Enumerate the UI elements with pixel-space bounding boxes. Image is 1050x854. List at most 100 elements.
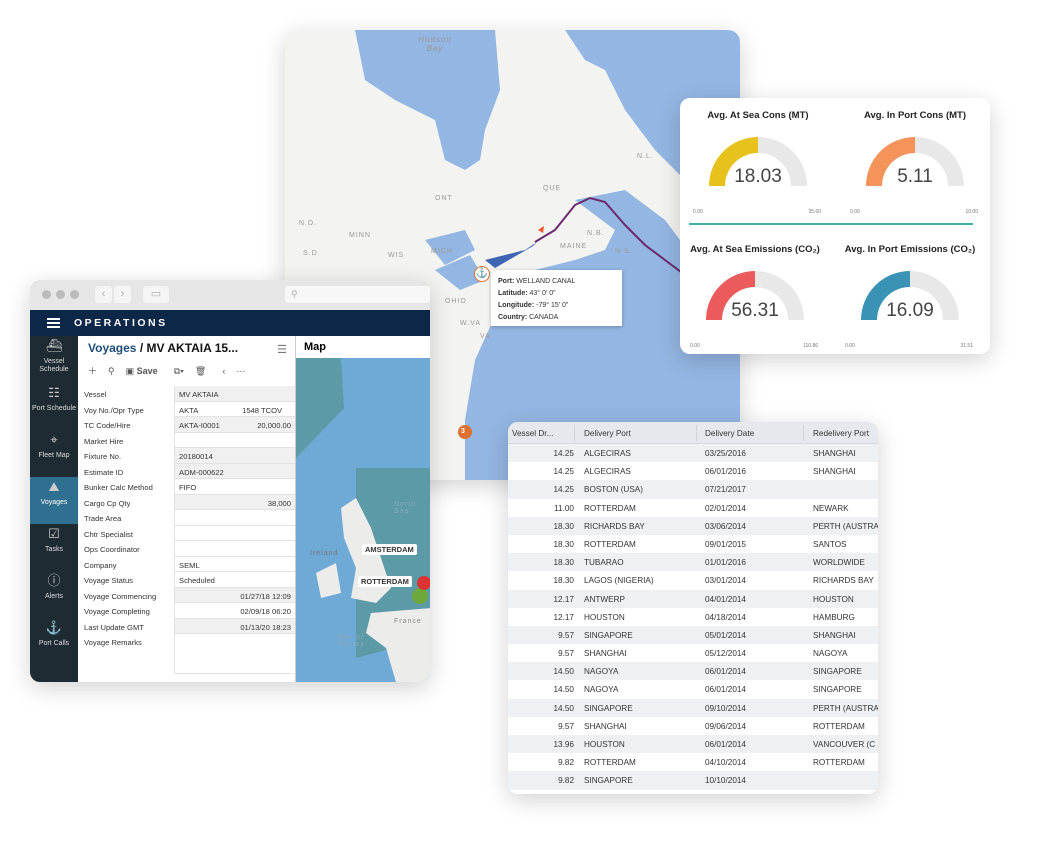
table-row[interactable]: 9.82 ROTTERDAM 04/10/2014 ROTTERDAM [508,753,878,771]
back-icon[interactable]: ‹ [95,286,112,303]
table-row[interactable]: 9.57 SHANGHAI 05/12/2014 NAGOYA [508,644,878,662]
field-input[interactable]: 38,000 [174,494,295,510]
grid-header-row: Vessel Dr... Delivery Port Delivery Date… [508,422,878,444]
cell-redelivery-port: SANTOS [813,539,847,549]
field-input[interactable] [174,525,295,541]
map-label-maine: MAINE [560,243,588,250]
cell-vessel-draft: 14.50 [553,703,575,713]
gauge: Avg. In Port Cons (MT) 5.11 0.00 10.00 [840,110,990,215]
cell-redelivery-port: SHANGHAI [813,630,856,640]
field-input[interactable]: MV AKTAIA [174,386,295,402]
cell-vessel-draft: 12.17 [553,594,575,604]
sidebar-item-vessel-schedule[interactable]: ⛴ Vessel Schedule [30,336,78,383]
field-input[interactable]: 02/09/18 06:20 [174,603,295,619]
column-header-vessel-draft[interactable]: Vessel Dr... [512,429,554,438]
longitude-label: Longitude: [498,302,535,309]
forward-icon[interactable]: › [114,286,131,303]
field-input[interactable]: AKTA 1548 TCOV [174,401,295,417]
cell-vessel-draft: 14.50 [553,667,575,677]
column-header-delivery-date[interactable]: Delivery Date [705,429,755,438]
form-field-row: Fixture No. 20180014 [78,448,295,464]
table-row[interactable]: 14.25 ALGECIRAS 03/25/2016 SHANGHAI [508,444,878,463]
add-icon[interactable]: ＋ [88,366,98,376]
table-row[interactable]: 14.50 SINGAPORE 09/10/2014 PERTH (AUSTRA [508,698,878,717]
table-row[interactable]: 14.50 NAGOYA 06/01/2014 SINGAPORE [508,662,878,681]
sidebar-item-voyages[interactable]: ⛰ Voyages [30,477,78,524]
table-row[interactable]: 12.17 HOUSTON 04/18/2014 HAMBURG [508,608,878,626]
sidebar-item-tasks[interactable]: ☑ Tasks [30,524,78,571]
field-input[interactable] [174,541,295,557]
table-row[interactable]: 13.96 HOUSTON 06/01/2014 VANCOUVER (C [508,735,878,754]
cluster-count[interactable]: 3 [461,428,465,435]
copy-dropdown-icon[interactable]: ⧉▾ [173,366,184,376]
table-row[interactable]: 14.50 NAGOYA 06/01/2014 SINGAPORE [508,680,878,698]
alert-icon: ⓘ [47,573,61,588]
sidebar-item-alerts[interactable]: ⓘ Alerts [30,571,78,618]
field-value-3: TCOV [261,405,283,415]
anchor-port-marker[interactable]: ⚓ [474,266,490,282]
field-input[interactable]: FIFO [174,479,295,495]
sidebar-toggle-icon[interactable]: ▭ [143,286,169,303]
column-header-redelivery-port[interactable]: Redelivery Port [813,429,869,438]
form-menu-icon[interactable]: ☰ [277,344,287,356]
table-row[interactable]: 9.57 SHANGHAI 09/06/2014 ROTTERDAM [508,717,878,735]
window-minimize-dot[interactable] [56,290,65,299]
hamburger-menu-icon[interactable] [47,318,60,328]
cell-vessel-draft: 9.57 [558,630,574,640]
table-row[interactable]: 18.30 LAGOS (NIGERIA) 03/01/2014 RICHARDS B… [508,571,878,589]
field-input[interactable] [174,510,295,526]
gauge: Avg. In Port Emissions (CO₂) 16.09 0.00 … [835,244,985,349]
table-row[interactable]: 11.00 ROTTERDAM 02/01/2014 NEWARK [508,499,878,517]
field-input[interactable]: Scheduled [174,572,295,588]
search-icon[interactable]: ⚲ [108,366,115,376]
field-label: Voy No./Opr Type [84,405,144,415]
cell-vessel-draft: 14.25 [553,485,575,495]
map-pane-title: Map [296,336,430,358]
field-input[interactable]: 01/13/20 18:23 [174,618,295,634]
field-label: Voyage Completing [84,607,150,616]
sidebar-item-label: Fleet Map [38,452,70,459]
table-row[interactable]: 14.25 BOSTON (USA) 07/21/2017 [508,480,878,499]
table-row[interactable]: 18.30 RICHARDS BAY 03/06/2014 PERTH (AUSTRA [508,516,878,535]
field-input[interactable] [174,432,295,448]
field-input[interactable]: SEML [174,556,295,572]
field-label: Trade Area [84,514,122,523]
cell-delivery-port: ALGECIRAS [584,467,631,477]
table-row[interactable]: 14.25 ALGECIRAS 06/01/2016 SHANGHAI [508,462,878,480]
delete-icon[interactable]: 🗑 [194,366,207,376]
field-value-2: 01/13/20 18:23 [240,622,291,632]
voyage-map-pane[interactable]: Map AMSTERDAM ROTTERDAM Ireland North Se… [295,336,430,682]
field-input[interactable]: AKTA-I0001 20,000.00 [174,417,295,433]
field-value-2: 20,000.00 [257,421,291,430]
gauge-title: Avg. In Port Emissions (CO₂) [844,244,976,255]
field-input[interactable]: 01/27/18 12:09 [174,587,295,603]
window-close-dot[interactable] [42,290,51,299]
more-icon[interactable]: ⋯ [236,366,246,376]
sidebar-item-port-schedule[interactable]: ☷ Port Schedule [30,383,78,430]
table-row[interactable]: 18.30 TUBARAO 01/01/2016 WORLDWIDE [508,553,878,572]
address-bar[interactable]: ⚲ [285,286,430,303]
form-field-row: Voy No./Opr Type AKTA 1548 TCOV [78,401,295,417]
port-label: Port: [498,278,515,285]
collapse-icon[interactable]: ‹ [222,366,226,376]
field-value-2: 38,000 [267,498,291,508]
field-input[interactable]: 20180014 [174,448,295,464]
save-button[interactable]: ▣ Save [126,366,158,376]
sidebar-item-fleet-map[interactable]: ⌖ Fleet Map [30,430,78,477]
table-row[interactable]: 9.82 SINGAPORE 10/10/2014 [508,771,878,790]
field-input[interactable] [174,634,295,674]
table-row[interactable]: 18.30 ROTTERDAM 09/01/2015 SANTOS [508,535,878,553]
table-row[interactable]: 12.17 ANTWERP 04/01/2014 HOUSTON [508,589,878,608]
window-maximize-dot[interactable] [70,290,79,299]
form-toolbar: ＋ ⚲ ▣ Save ⧉▾ 🗑 ‹ ⋯ [88,364,256,377]
table-row[interactable]: 9.57 SINGAPORE 05/01/2014 SHANGHAI [508,625,878,645]
gauge-fill [861,271,910,320]
sidebar-item-label: Vessel Schedule [39,358,69,373]
column-header-delivery-port[interactable]: Delivery Port [584,429,631,438]
sidebar: ⛴ Vessel Schedule ☷ Port Schedule ⌖ Fleet Map… [30,336,78,682]
field-input[interactable]: ADM-000622 [174,463,295,479]
cell-delivery-date: 06/01/2014 [705,667,746,677]
breadcrumb-voyages[interactable]: Voyages [88,341,137,355]
sidebar-item-port-calls[interactable]: ⚓ Port Calls [30,618,78,665]
cell-delivery-port: SINGAPORE [584,703,633,713]
